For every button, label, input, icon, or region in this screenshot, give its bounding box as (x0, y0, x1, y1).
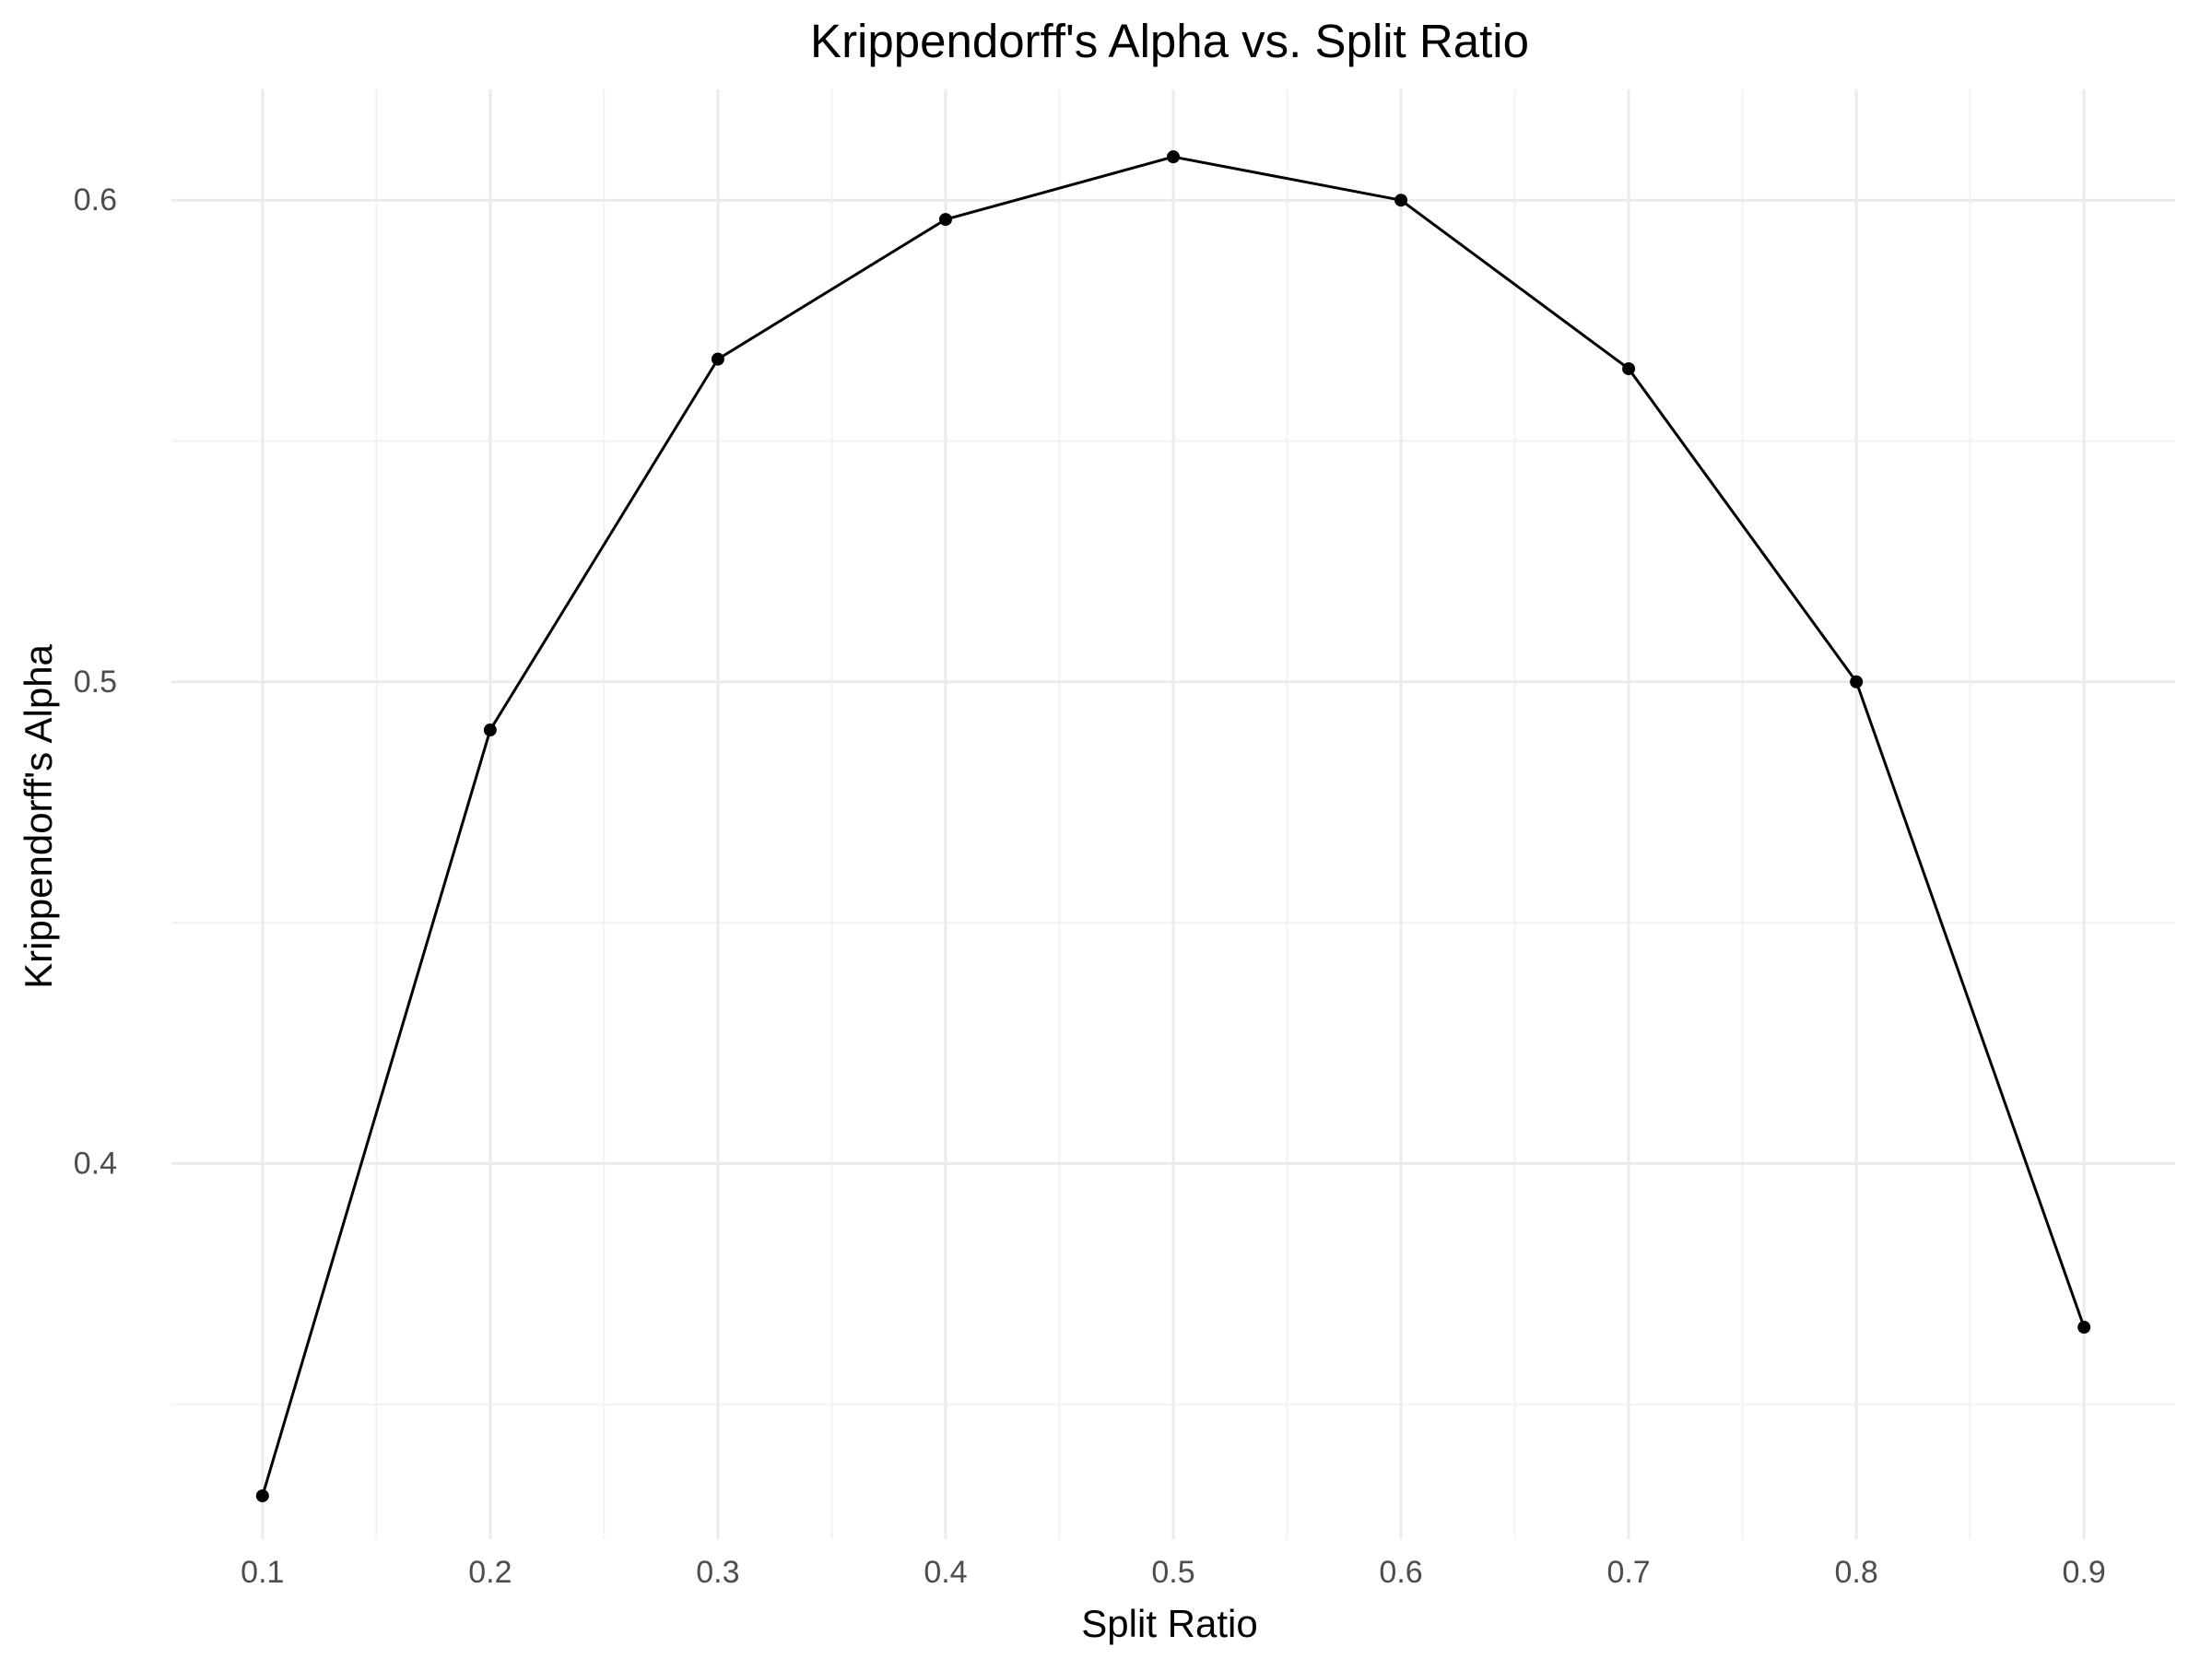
x-axis-ticks: 0.1 0.2 0.3 0.4 0.5 0.6 0.7 0.8 0.9 (241, 1555, 2106, 1590)
y-axis-ticks: 0.4 0.5 0.6 (74, 182, 117, 1181)
data-point (255, 1488, 269, 1502)
x-tick-label: 0.3 (696, 1555, 739, 1590)
x-tick-label: 0.8 (1835, 1555, 1878, 1590)
data-point (483, 724, 497, 737)
x-tick-label: 0.4 (924, 1555, 967, 1590)
x-tick-label: 0.1 (241, 1555, 284, 1590)
y-tick-label: 0.6 (74, 182, 117, 218)
x-tick-label: 0.6 (1379, 1555, 1422, 1590)
x-tick-label: 0.7 (1606, 1555, 1650, 1590)
x-axis-title: Split Ratio (1081, 1602, 1257, 1645)
x-tick-label: 0.2 (468, 1555, 512, 1590)
data-point (1622, 362, 1636, 376)
data-point (1167, 150, 1180, 164)
data-point (938, 213, 952, 227)
grid (171, 89, 2175, 1539)
y-axis-title: Krippendorff's Alpha (17, 643, 60, 988)
y-tick-label: 0.4 (74, 1146, 117, 1181)
x-tick-label: 0.9 (2063, 1555, 2106, 1590)
data-point (2077, 1321, 2091, 1335)
series (255, 150, 2091, 1502)
x-tick-label: 0.5 (1151, 1555, 1194, 1590)
data-point (1850, 675, 1864, 688)
data-point (711, 352, 724, 366)
y-tick-label: 0.5 (74, 665, 117, 700)
data-point (1394, 194, 1408, 207)
chart-title: Krippendorff's Alpha vs. Split Ratio (810, 15, 1529, 67)
